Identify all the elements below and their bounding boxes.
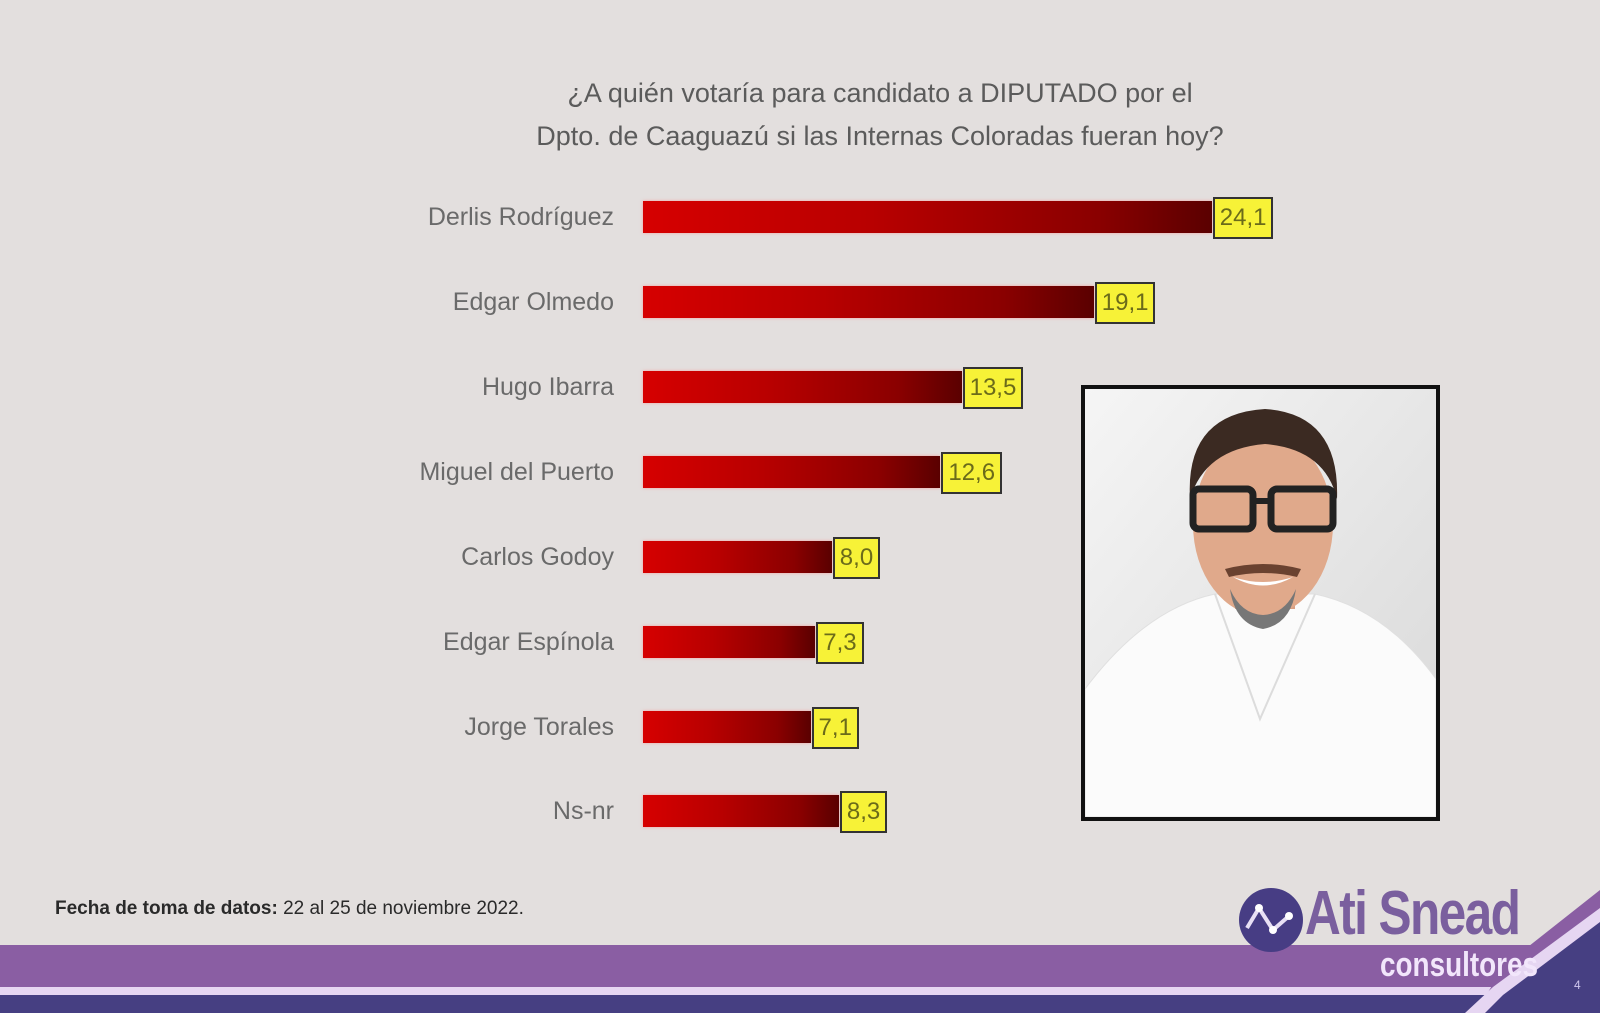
value-label: 7,1 — [811, 707, 859, 749]
footer-band-purple — [0, 945, 1600, 987]
logo-subtitle: consultores — [1380, 946, 1539, 984]
chart-magnifier-icon — [1239, 888, 1303, 952]
bar — [643, 456, 941, 488]
value-label: 24,1 — [1212, 197, 1274, 239]
bar — [643, 371, 962, 403]
bar — [643, 286, 1094, 318]
bar-label: Derlis Rodríguez — [427, 203, 614, 231]
chart-title-line2: Dpto. de Caaguazú si las Internas Colora… — [536, 121, 1224, 151]
value-label: 7,3 — [816, 622, 864, 664]
value-label: 12,6 — [941, 452, 1003, 494]
bar-label: Edgar Olmedo — [452, 288, 614, 316]
candidate-photo — [1081, 385, 1440, 821]
bar — [643, 201, 1212, 233]
page-number: 4 — [1574, 978, 1581, 992]
bar-row: Hugo Ibarra 13,5 — [0, 367, 1300, 409]
chart-title: ¿A quién votaría para candidato a DIPUTA… — [440, 72, 1320, 158]
value-label: 8,0 — [832, 537, 881, 579]
bar-row: Edgar Olmedo 19,1 — [0, 282, 1300, 324]
bar — [643, 541, 832, 573]
data-collection-date: Fecha de toma de datos: 22 al 25 de novi… — [55, 898, 524, 920]
footnote-value: 22 al 25 de noviembre 2022. — [283, 898, 524, 919]
bar-row: Edgar Espínola 7,3 — [0, 622, 1300, 664]
value-label: 19,1 — [1094, 282, 1156, 324]
bar-label: Hugo Ibarra — [481, 373, 614, 401]
bar-chart: Derlis Rodríguez 24,1 Edgar Olmedo 19,1 Hugo… — [0, 197, 1300, 833]
bar-row: Carlos Godoy 8,0 — [0, 537, 1300, 579]
bar-label: Carlos Godoy — [461, 543, 614, 571]
bar — [643, 795, 839, 827]
chart-title-line1: ¿A quién votaría para candidato a DIPUTA… — [567, 78, 1193, 108]
bar — [643, 626, 816, 658]
bar-row: Derlis Rodríguez 24,1 — [0, 197, 1300, 239]
candidate-portrait-icon — [1085, 389, 1436, 817]
bar-label: Jorge Torales — [464, 713, 614, 741]
bar-label: Ns-nr — [552, 797, 614, 825]
value-label: 13,5 — [962, 367, 1024, 409]
bar-row: Miguel del Puerto 12,6 — [0, 452, 1300, 494]
logo-name: Ati Snead — [1305, 879, 1521, 948]
footnote-label: Fecha de toma de datos: — [55, 898, 278, 919]
footer-band-light — [0, 987, 1600, 995]
footer-band-navy — [0, 995, 1600, 1013]
logo-graphic — [1239, 888, 1600, 1013]
value-label: 8,3 — [839, 791, 888, 833]
bar-label: Miguel del Puerto — [419, 458, 614, 486]
bar-row: Jorge Torales 7,1 — [0, 707, 1300, 749]
bar — [643, 711, 811, 743]
bar-row: Ns-nr 8,3 — [0, 791, 1300, 833]
bar-label: Edgar Espínola — [443, 628, 614, 656]
